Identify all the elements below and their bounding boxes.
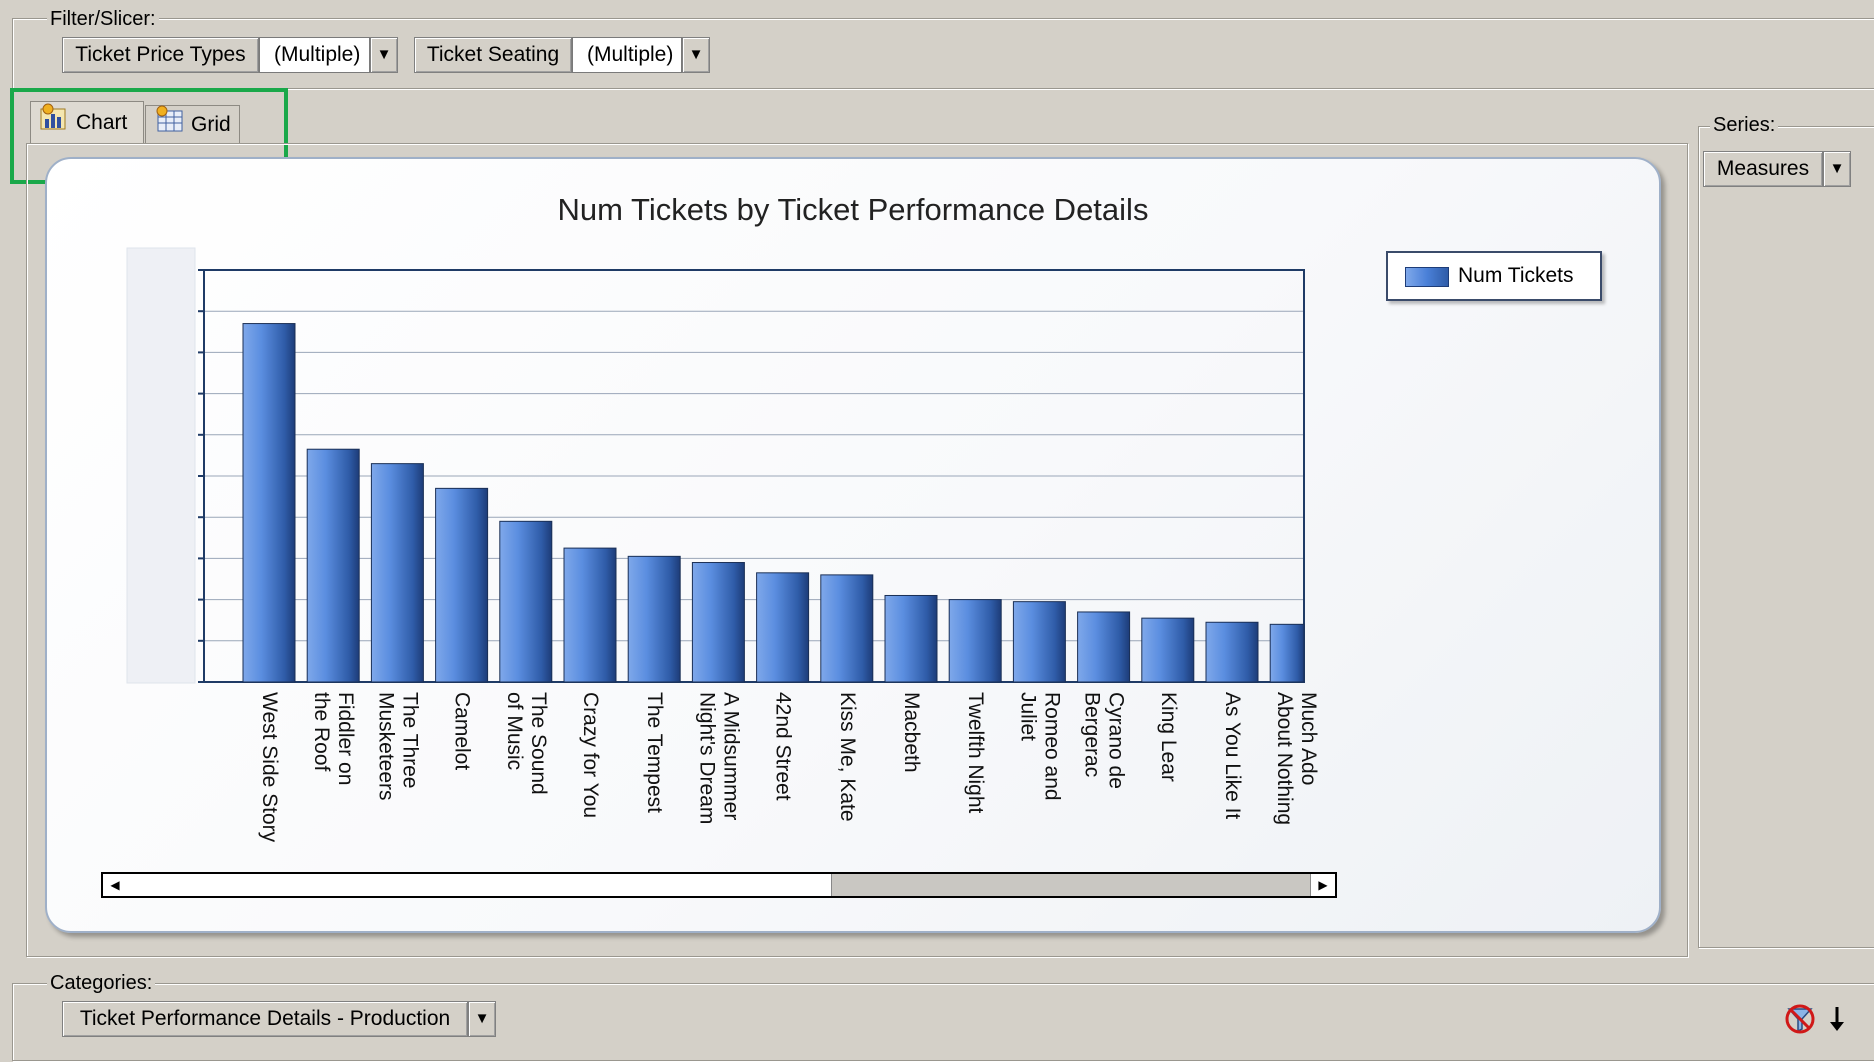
ticket-seating-dropdown[interactable]: ▼ [682, 37, 710, 73]
chart-title: Num Tickets by Ticket Performance Detail… [557, 192, 1149, 227]
category-production-button[interactable]: Ticket Performance Details - Production [62, 1001, 468, 1037]
legend-swatch [1405, 267, 1449, 287]
grid-icon [154, 105, 184, 145]
ticket-price-types-dropdown[interactable]: ▼ [370, 37, 398, 73]
filter-off-icon[interactable] [1784, 1003, 1816, 1035]
dropdown-arrow-icon: ▼ [1829, 160, 1845, 177]
scroll-right-button[interactable]: ▶ [1310, 874, 1335, 896]
chart-icon [39, 103, 69, 143]
measures-button[interactable]: Measures [1703, 151, 1823, 187]
ticket-price-types-value[interactable]: (Multiple) [259, 37, 370, 73]
chart-legend: Num Tickets [1386, 251, 1602, 301]
ticket-price-types-button[interactable]: Ticket Price Types [62, 37, 259, 73]
dropdown-arrow-icon: ▼ [474, 1010, 490, 1027]
ticket-seating-value[interactable]: (Multiple) [572, 37, 682, 73]
filter-slicer-group [12, 18, 1874, 89]
series-group [1698, 126, 1874, 948]
dropdown-arrow-icon: ▼ [376, 46, 392, 63]
scroll-left-icon: ◀ [110, 878, 120, 892]
category-production-dropdown[interactable]: ▼ [468, 1001, 496, 1037]
series-label: Series: [1710, 114, 1779, 136]
tab-grid[interactable]: Grid [145, 105, 240, 143]
scroll-thumb[interactable] [127, 874, 832, 896]
scroll-left-button[interactable]: ◀ [103, 874, 128, 896]
tab-chart-label: Chart [76, 110, 128, 134]
chart-scrollbar[interactable]: ◀ ▶ [101, 872, 1337, 898]
categories-label: Categories: [47, 972, 156, 994]
chart-panel [26, 143, 1688, 957]
ticket-seating-button[interactable]: Ticket Seating [414, 37, 572, 73]
legend-label: Num Tickets [1458, 264, 1574, 287]
measures-dropdown[interactable]: ▼ [1823, 151, 1851, 187]
dropdown-arrow-icon: ▼ [688, 46, 704, 63]
filter-slicer-label: Filter/Slicer: [47, 8, 159, 30]
sort-down-arrow-icon[interactable] [1826, 1003, 1848, 1035]
tab-grid-label: Grid [191, 112, 231, 136]
scroll-right-icon: ▶ [1318, 878, 1328, 892]
tab-chart[interactable]: Chart [30, 101, 144, 143]
categories-group [12, 983, 1874, 1061]
